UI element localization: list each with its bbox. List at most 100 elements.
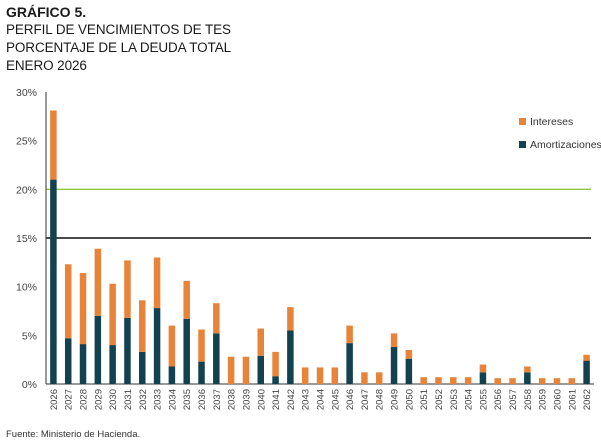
y-tick-label: 30% (16, 87, 37, 99)
x-tick-label: 2029 (93, 389, 104, 410)
y-tick-label: 15% (16, 233, 37, 245)
x-tick-label: 2034 (167, 389, 178, 410)
x-tick-label: 2056 (493, 389, 504, 410)
x-tick-label: 2031 (123, 389, 134, 410)
x-tick-label: 2050 (404, 389, 415, 410)
bar-intereses-2051 (420, 377, 427, 384)
chart-titles: GRÁFICO 5. PERFIL DE VENCIMIENTOS DE TES… (6, 3, 231, 75)
x-tick-label: 2048 (375, 389, 386, 410)
bar-amortizaciones-2055 (479, 372, 487, 384)
y-tick-label: 5% (22, 330, 37, 342)
bar-intereses-2043 (301, 367, 309, 384)
x-tick-label: 2052 (434, 389, 445, 410)
bar-intereses-2052 (435, 377, 442, 384)
bar-intereses-2050 (405, 349, 413, 359)
y-tick-label: 25% (16, 136, 37, 148)
bar-intereses-2032 (139, 300, 146, 352)
bar-intereses-2045 (331, 367, 339, 384)
bar-intereses-2046 (346, 325, 353, 344)
x-tick-label: 2026 (49, 389, 60, 410)
bar-amortizaciones-2029 (94, 315, 102, 384)
bar-intereses-2056 (494, 378, 501, 384)
bar-intereses-2037 (213, 303, 220, 334)
bar-amortizaciones-2032 (139, 351, 146, 384)
bar-intereses-2034 (168, 325, 176, 367)
y-tick-label: 10% (16, 282, 37, 294)
bar-amortizaciones-2028 (79, 344, 87, 384)
x-tick-label: 2055 (478, 389, 489, 410)
bar-amortizaciones-2062 (583, 360, 590, 384)
bar-intereses-2028 (79, 273, 87, 345)
x-tick-label: 2059 (538, 389, 549, 410)
x-tick-label: 2058 (523, 389, 534, 410)
bar-intereses-2044 (316, 367, 324, 384)
chart-subtitle-1: PERFIL DE VENCIMIENTOS DE TES (6, 22, 231, 37)
bar-amortizaciones-2035 (183, 318, 190, 384)
bar-amortizaciones-2034 (168, 366, 176, 384)
bar-intereses-2029 (94, 248, 102, 316)
bar-intereses-2030 (109, 283, 116, 346)
x-tick-label: 2041 (271, 389, 282, 410)
bar-intereses-2060 (553, 378, 561, 384)
legend-swatch-intereses (519, 118, 526, 125)
chart-subtitle-2: PORCENTAJE DE LA DEUDA TOTAL (6, 40, 232, 55)
bar-intereses-2053 (450, 377, 457, 384)
bar-amortizaciones-2031 (124, 317, 131, 384)
bar-amortizaciones-2027 (64, 338, 72, 384)
bar-amortizaciones-2050 (405, 358, 413, 384)
x-tick-label: 2036 (197, 389, 208, 410)
bar-intereses-2041 (272, 351, 279, 377)
bar-intereses-2049 (390, 333, 398, 348)
x-tick-label: 2057 (508, 389, 519, 410)
x-tick-label: 2037 (212, 389, 223, 410)
x-tick-label: 2039 (241, 389, 252, 410)
x-tick-label: 2045 (330, 389, 341, 410)
bar-amortizaciones-2040 (257, 355, 265, 384)
x-tick-label: 2027 (64, 389, 75, 410)
bar-intereses-2026 (50, 110, 57, 180)
chart-title: GRÁFICO 5. (6, 4, 87, 20)
x-tick-label: 2054 (464, 389, 475, 410)
bar-amortizaciones-2046 (346, 343, 353, 384)
bar-amortizaciones-2026 (50, 179, 57, 384)
bar-intereses-2058 (524, 366, 531, 373)
bar-intereses-2040 (257, 328, 265, 356)
legend-swatch-amortizaciones (519, 141, 526, 148)
bar-intereses-2054 (464, 377, 472, 384)
bar-intereses-2036 (198, 329, 205, 362)
x-tick-label: 2049 (390, 389, 401, 410)
y-tick-label: 20% (16, 184, 37, 196)
legend-label-amortizaciones: Amortizaciones (530, 139, 601, 151)
x-tick-label: 2033 (153, 389, 164, 410)
bar-intereses-2031 (124, 260, 131, 318)
x-tick-label: 2044 (316, 389, 327, 410)
y-tick-label: 0% (22, 379, 37, 391)
x-tick-label: 2053 (449, 389, 460, 410)
bar-amortizaciones-2058 (524, 372, 531, 384)
x-tick-label: 2061 (567, 389, 578, 410)
source-note: Fuente: Ministerio de Hacienda. (6, 429, 141, 440)
bar-intereses-2042 (287, 307, 294, 331)
bar-intereses-2057 (509, 378, 516, 384)
bar-amortizaciones-2049 (390, 347, 398, 384)
bar-intereses-2059 (538, 378, 546, 384)
x-tick-label: 2032 (138, 389, 149, 410)
x-tick-label: 2046 (345, 389, 356, 410)
x-tick-label: 2047 (360, 389, 371, 410)
x-tick-label: 2040 (256, 389, 267, 410)
x-tick-label: 2042 (286, 389, 297, 410)
bar-amortizaciones-2036 (198, 361, 205, 384)
x-tick-label: 2030 (108, 389, 119, 410)
bar-intereses-2038 (227, 356, 235, 384)
x-tick-label: 2051 (419, 389, 430, 410)
bar-intereses-2039 (242, 356, 250, 384)
bar-intereses-2061 (568, 378, 576, 384)
bar-amortizaciones-2037 (213, 333, 220, 384)
chart-subtitle-3: ENERO 2026 (6, 58, 87, 73)
x-tick-label: 2060 (552, 389, 563, 410)
bar-intereses-2055 (479, 364, 487, 373)
bar-amortizaciones-2041 (272, 376, 279, 384)
x-tick-label: 2043 (301, 389, 312, 410)
x-tick-label: 2038 (227, 389, 238, 410)
